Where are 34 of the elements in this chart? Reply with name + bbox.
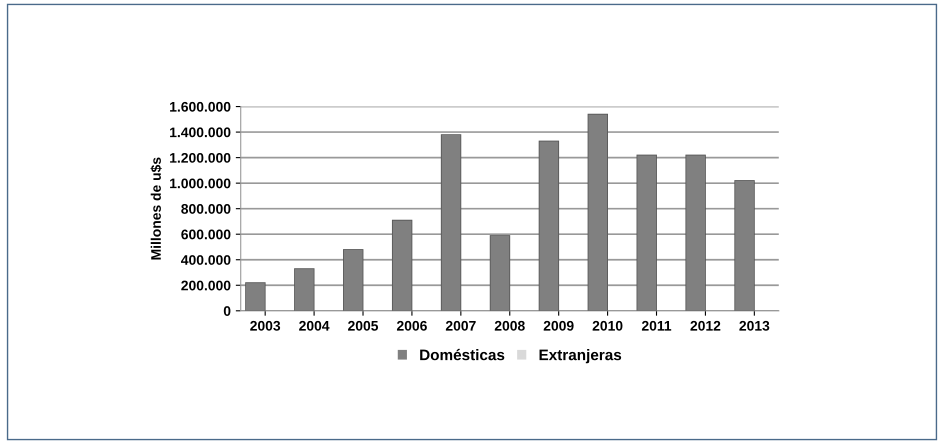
y-tick-label: 0 (224, 306, 230, 316)
bar (245, 282, 266, 311)
legend-label: Extranjeras (540, 349, 622, 364)
bar (392, 220, 412, 311)
x-tick-label: 2006 (396, 320, 427, 331)
bar (343, 249, 364, 311)
x-tick-label: 2007 (446, 320, 476, 331)
bar (588, 114, 608, 311)
y-tick-label: 1.200.000 (170, 152, 230, 163)
x-tick-label: 2005 (348, 320, 378, 331)
bar (636, 154, 657, 311)
legend-label: Domésticas (420, 348, 504, 360)
x-tick-label: 2011 (642, 320, 672, 331)
y-tick-label: 600.000 (181, 230, 230, 240)
y-tick-label: 1.000.000 (170, 178, 230, 188)
x-tick-label: 2009 (544, 320, 574, 331)
x-tick-label: 2003 (250, 320, 280, 331)
bar (490, 235, 510, 311)
y-axis-title: Millones de u$s (150, 158, 162, 260)
bar (685, 154, 706, 311)
x-tick-label: 2004 (299, 320, 330, 331)
y-tick-label: 800.000 (181, 204, 230, 214)
y-tick-label: 1.400.000 (170, 127, 230, 138)
bar (734, 180, 755, 311)
y-tick-label: 1.600.000 (170, 102, 230, 112)
x-tick-label: 2008 (494, 320, 525, 331)
y-tick-label: 200.000 (181, 280, 230, 290)
bar (294, 268, 315, 311)
bar (440, 134, 462, 311)
y-tick-label: 400.000 (181, 255, 230, 265)
x-tick-label: 2013 (739, 320, 770, 331)
bar (538, 140, 560, 311)
x-tick-label: 2012 (690, 320, 720, 331)
x-tick-label: 2010 (592, 320, 622, 331)
